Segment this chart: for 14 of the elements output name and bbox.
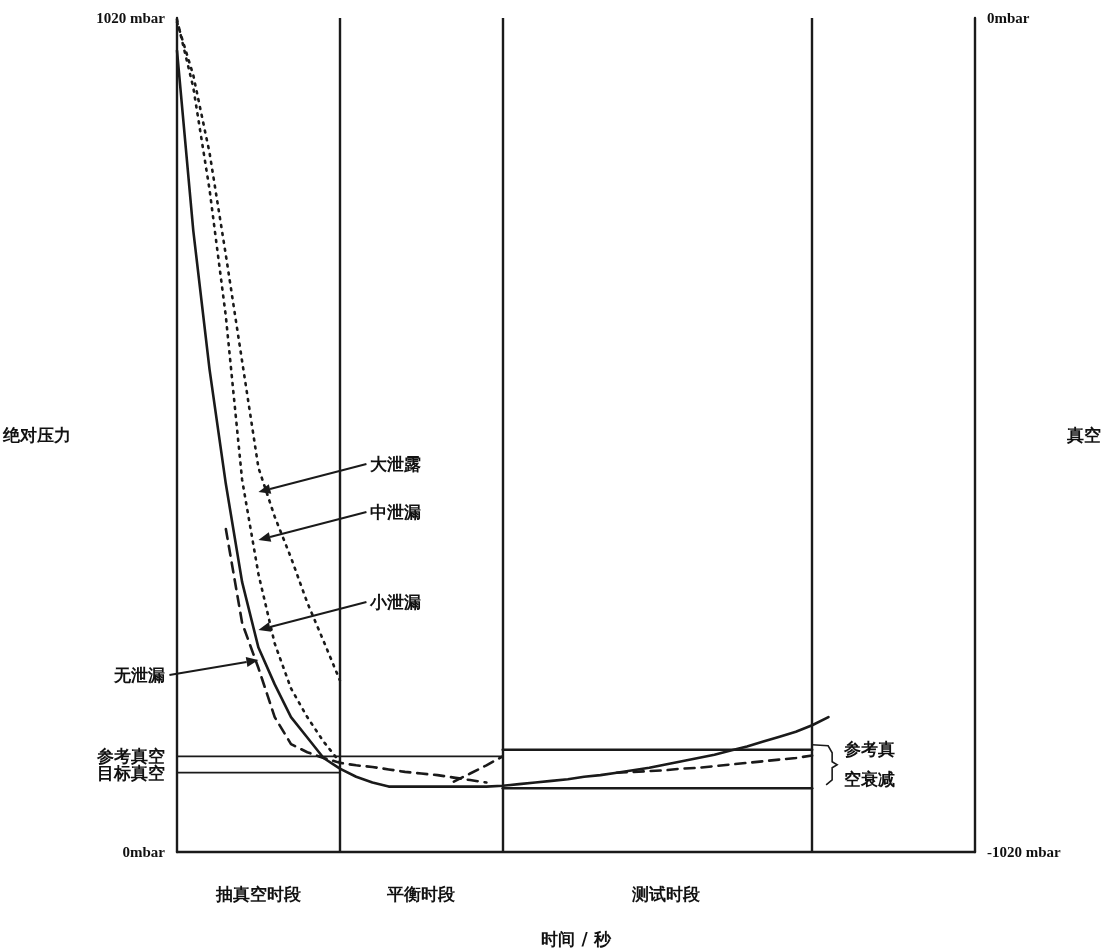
y2-axis-title: 真空: [1065, 425, 1101, 445]
y2-tick-label: 0mbar: [987, 10, 1030, 26]
annotation: 参考真空衰减: [843, 738, 896, 789]
annotation: 中泄漏: [370, 502, 422, 522]
annotation: 大泄露: [370, 454, 422, 474]
text: 测试时段: [630, 884, 701, 904]
y2-tick-label: -1020 mbar: [987, 844, 1062, 860]
text: 无泄漏: [113, 665, 166, 685]
annotation: 小泄漏: [369, 592, 422, 612]
y-axis-title: 绝对压力: [2, 425, 71, 445]
x-axis-title: 时间 / 秒: [541, 928, 612, 949]
y-tick-label: 1020 mbar: [96, 10, 166, 26]
text: 抽真空时段: [214, 884, 302, 904]
text: 平衡时段: [386, 884, 457, 904]
